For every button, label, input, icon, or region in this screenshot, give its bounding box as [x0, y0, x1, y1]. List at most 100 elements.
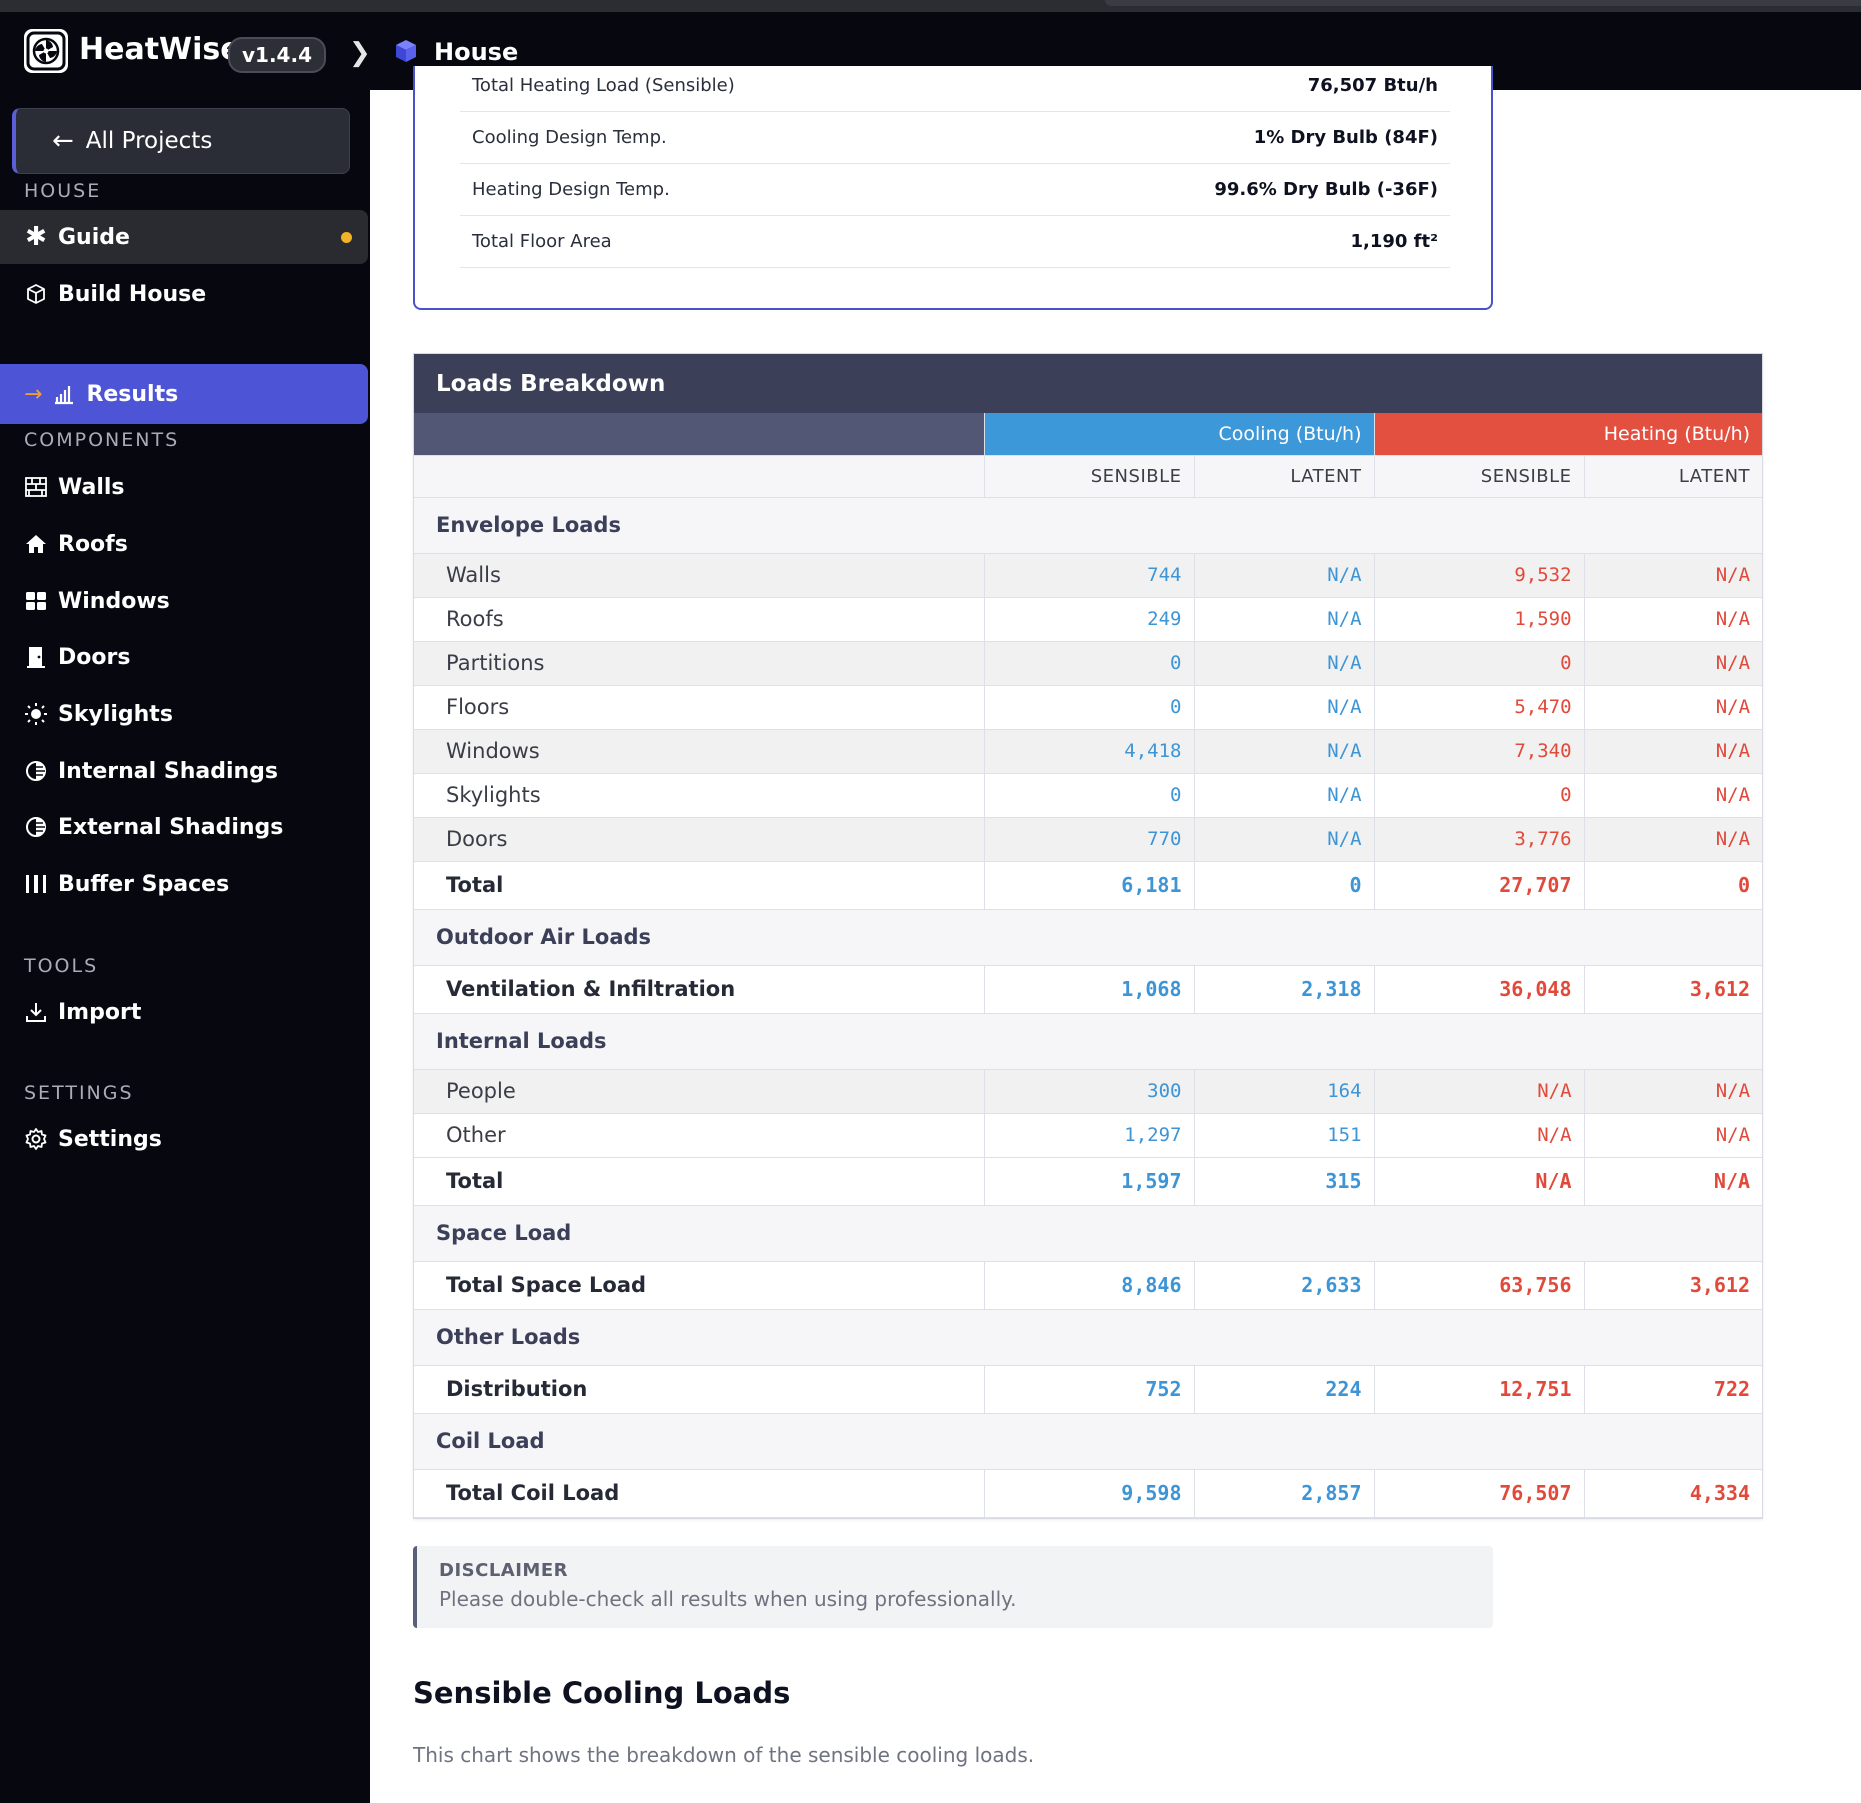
- value-cell: N/A: [1194, 773, 1375, 818]
- value-cell: N/A: [1584, 553, 1763, 598]
- value-cell: N/A: [1584, 817, 1763, 862]
- sidebar-item-doors[interactable]: Doors: [0, 630, 370, 684]
- sidebar-item-label: Internal Shadings: [58, 758, 278, 784]
- value-cell: 151: [1194, 1113, 1375, 1158]
- value-cell: 76,507: [1374, 1469, 1585, 1518]
- sidebar-item-build-house[interactable]: Build House: [0, 267, 370, 321]
- value-cell: N/A: [1584, 1069, 1763, 1114]
- sidebar-item-roofs[interactable]: Roofs: [0, 517, 370, 571]
- value-cell: 0: [984, 641, 1195, 686]
- table-row: Roofs 249 N/A 1,590 N/A: [414, 597, 1763, 642]
- section-header-row: Internal Loads: [414, 1013, 1763, 1070]
- value-cell: N/A: [1374, 1069, 1585, 1114]
- all-projects-button[interactable]: ← All Projects: [12, 108, 350, 174]
- value-cell: 9,532: [1374, 553, 1585, 598]
- value-cell: N/A: [1374, 1113, 1585, 1158]
- row-label: Other: [414, 1113, 985, 1158]
- value-cell: 0: [984, 773, 1195, 818]
- window-grid-icon: [26, 592, 46, 610]
- sidebar-item-settings[interactable]: Settings: [0, 1112, 370, 1166]
- app-logo-icon[interactable]: [24, 29, 68, 73]
- section-title-house: HOUSE: [24, 180, 102, 202]
- value-cell: 6,181: [984, 861, 1195, 910]
- value-cell: 1,590: [1374, 597, 1585, 642]
- sidebar-item-buffer-spaces[interactable]: Buffer Spaces: [0, 857, 370, 911]
- sidebar-item-results[interactable]: → Results: [0, 364, 368, 424]
- loads-table: Cooling (Btu/h) Heating (Btu/h) SENSIBLE…: [414, 413, 1763, 1518]
- summary-label: Heating Design Temp.: [472, 179, 670, 200]
- breadcrumb-current[interactable]: House: [434, 38, 519, 66]
- value-cell: 4,334: [1584, 1469, 1763, 1518]
- cooling-sensible-header: SENSIBLE: [984, 455, 1195, 498]
- value-cell: 315: [1194, 1157, 1375, 1206]
- sidebar-item-windows[interactable]: Windows: [0, 574, 370, 628]
- section-title: Coil Load: [414, 1413, 1763, 1470]
- sidebar-item-walls[interactable]: Walls: [0, 460, 370, 514]
- buffer-icon: [26, 875, 46, 893]
- loads-table-body: Envelope Loads Walls 744 N/A 9,532 N/A Roofs 24…: [414, 497, 1763, 1518]
- chart-section-description: This chart shows the breakdown of the se…: [413, 1743, 1035, 1767]
- value-cell: 744: [984, 553, 1195, 598]
- header-blank-cell: [414, 413, 985, 456]
- section-header-row: Space Load: [414, 1205, 1763, 1262]
- section-header-row: Coil Load: [414, 1413, 1763, 1470]
- value-cell: 722: [1584, 1365, 1763, 1414]
- table-row: People 300 164 N/A N/A: [414, 1069, 1763, 1114]
- section-title: Space Load: [414, 1205, 1763, 1262]
- arrow-right-icon: →: [24, 381, 43, 407]
- sidebar-item-import[interactable]: Import: [0, 985, 370, 1039]
- value-cell: 7,340: [1374, 729, 1585, 774]
- section-header-row: Outdoor Air Loads: [414, 909, 1763, 966]
- table-total-row: Total Space Load 8,846 2,633 63,756 3,612: [414, 1261, 1763, 1310]
- summary-value: 76,507 Btu/h: [1307, 75, 1438, 96]
- download-icon: [26, 1003, 46, 1022]
- value-cell: 164: [1194, 1069, 1375, 1114]
- value-cell: 4,418: [984, 729, 1195, 774]
- sun-icon: [25, 703, 47, 725]
- section-header-row: Other Loads: [414, 1309, 1763, 1366]
- summary-value: 1% Dry Bulb (84F): [1253, 127, 1438, 148]
- value-cell: N/A: [1584, 1157, 1763, 1206]
- row-label: Ventilation & Infiltration: [414, 965, 985, 1014]
- row-label: Total Coil Load: [414, 1469, 985, 1518]
- section-title: Outdoor Air Loads: [414, 909, 1763, 966]
- table-group-header-row: Cooling (Btu/h) Heating (Btu/h): [414, 413, 1763, 456]
- heating-latent-header: LATENT: [1584, 455, 1763, 498]
- row-label: Walls: [414, 553, 985, 598]
- table-row: Floors 0 N/A 5,470 N/A: [414, 685, 1763, 730]
- value-cell: 36,048: [1374, 965, 1585, 1014]
- section-title: Other Loads: [414, 1309, 1763, 1366]
- row-label: Doors: [414, 817, 985, 862]
- value-cell: 0: [1374, 773, 1585, 818]
- sidebar: ← All Projects HOUSE ✱ Guide Build House…: [0, 90, 370, 1803]
- sidebar-item-external-shadings[interactable]: External Shadings: [0, 800, 370, 854]
- value-cell: 0: [1584, 861, 1763, 910]
- sidebar-item-skylights[interactable]: Skylights: [0, 687, 370, 741]
- arrow-left-icon: ←: [52, 126, 74, 156]
- value-cell: 1,297: [984, 1113, 1195, 1158]
- notification-dot: [341, 232, 352, 243]
- value-cell: N/A: [1194, 641, 1375, 686]
- sidebar-item-internal-shadings[interactable]: Internal Shadings: [0, 744, 370, 798]
- value-cell: N/A: [1584, 729, 1763, 774]
- table-total-row: Total 6,181 0 27,707 0: [414, 861, 1763, 910]
- version-badge: v1.4.4: [228, 37, 326, 73]
- section-header-row: Envelope Loads: [414, 497, 1763, 554]
- cube-icon: [396, 40, 416, 62]
- table-row: Windows 4,418 N/A 7,340 N/A: [414, 729, 1763, 774]
- value-cell: 3,776: [1374, 817, 1585, 862]
- loads-breakdown-title: Loads Breakdown: [414, 354, 1762, 413]
- heating-sensible-header: SENSIBLE: [1374, 455, 1585, 498]
- table-row: Walls 744 N/A 9,532 N/A: [414, 553, 1763, 598]
- sidebar-item-label: Guide: [58, 224, 130, 250]
- window-top-strip: [0, 0, 1861, 12]
- section-title-components: COMPONENTS: [24, 429, 180, 451]
- sidebar-item-label: Walls: [58, 474, 125, 500]
- value-cell: N/A: [1584, 773, 1763, 818]
- sidebar-item-label: Roofs: [58, 531, 128, 557]
- sidebar-item-guide[interactable]: ✱ Guide: [0, 210, 368, 264]
- cooling-header: Cooling (Btu/h): [984, 413, 1375, 456]
- sidebar-item-label: Build House: [58, 281, 207, 307]
- summary-label: Total Floor Area: [472, 231, 612, 252]
- value-cell: 8,846: [984, 1261, 1195, 1310]
